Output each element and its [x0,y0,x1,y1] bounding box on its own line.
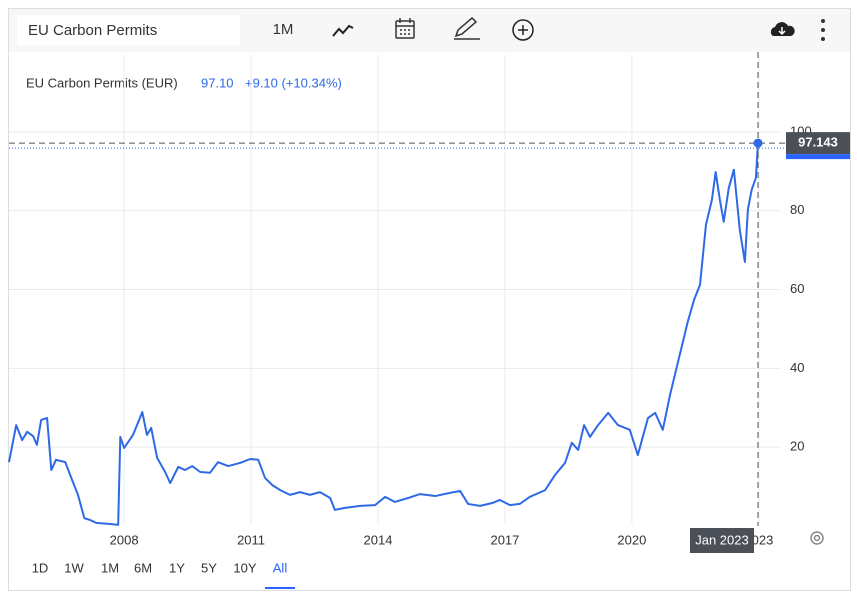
last-point [753,138,763,148]
range-button[interactable]: 10Y [233,560,256,575]
menu-icon[interactable] [821,19,825,41]
range-button[interactable]: 1Y [169,560,185,575]
frame [8,8,851,591]
price-label-box [786,132,850,155]
x-tick-label: 2011 [237,532,265,547]
search-text[interactable]: EU Carbon Permits [28,22,157,39]
price-label-accent [786,154,850,160]
y-tick-label: 40 [790,360,804,375]
y-tick-label: 80 [790,202,804,217]
line-series [8,143,759,526]
search-box[interactable] [17,15,240,45]
x-tick-label: 2017 [490,532,519,547]
range-button[interactable]: 5Y [201,560,217,575]
x-tick-label: 2014 [364,532,393,547]
y-tick-label: 20 [790,439,804,454]
chart-title: EU Carbon Permits (EUR) [26,75,178,90]
settings-icon[interactable] [810,531,824,545]
chart-type-icon[interactable] [332,24,354,37]
range-button[interactable]: 1M [101,560,119,575]
crosshair-price-label: 97.143 [798,135,838,150]
x-tick-label: 2020 [617,532,646,547]
range-button[interactable]: 1D [32,560,49,575]
draw-icon[interactable] [454,16,480,40]
download-icon[interactable] [770,22,795,36]
y-tick-label: 60 [790,281,804,296]
compare-icon[interactable] [512,19,534,41]
range-button[interactable]: All [273,560,288,575]
change: +9.10 (+10.34%) [245,75,342,90]
range-button[interactable]: 1W [64,560,84,575]
crosshair-date-label: Jan 2023 [695,532,749,547]
period-button[interactable]: 1M [273,21,294,38]
price: 97.10 [201,75,234,90]
range-button[interactable]: 6M [134,560,152,575]
range-active-underline [265,587,295,589]
x-tick-label: 2008 [110,532,139,547]
calendar-icon[interactable] [395,18,415,39]
date-label-box [689,528,754,553]
